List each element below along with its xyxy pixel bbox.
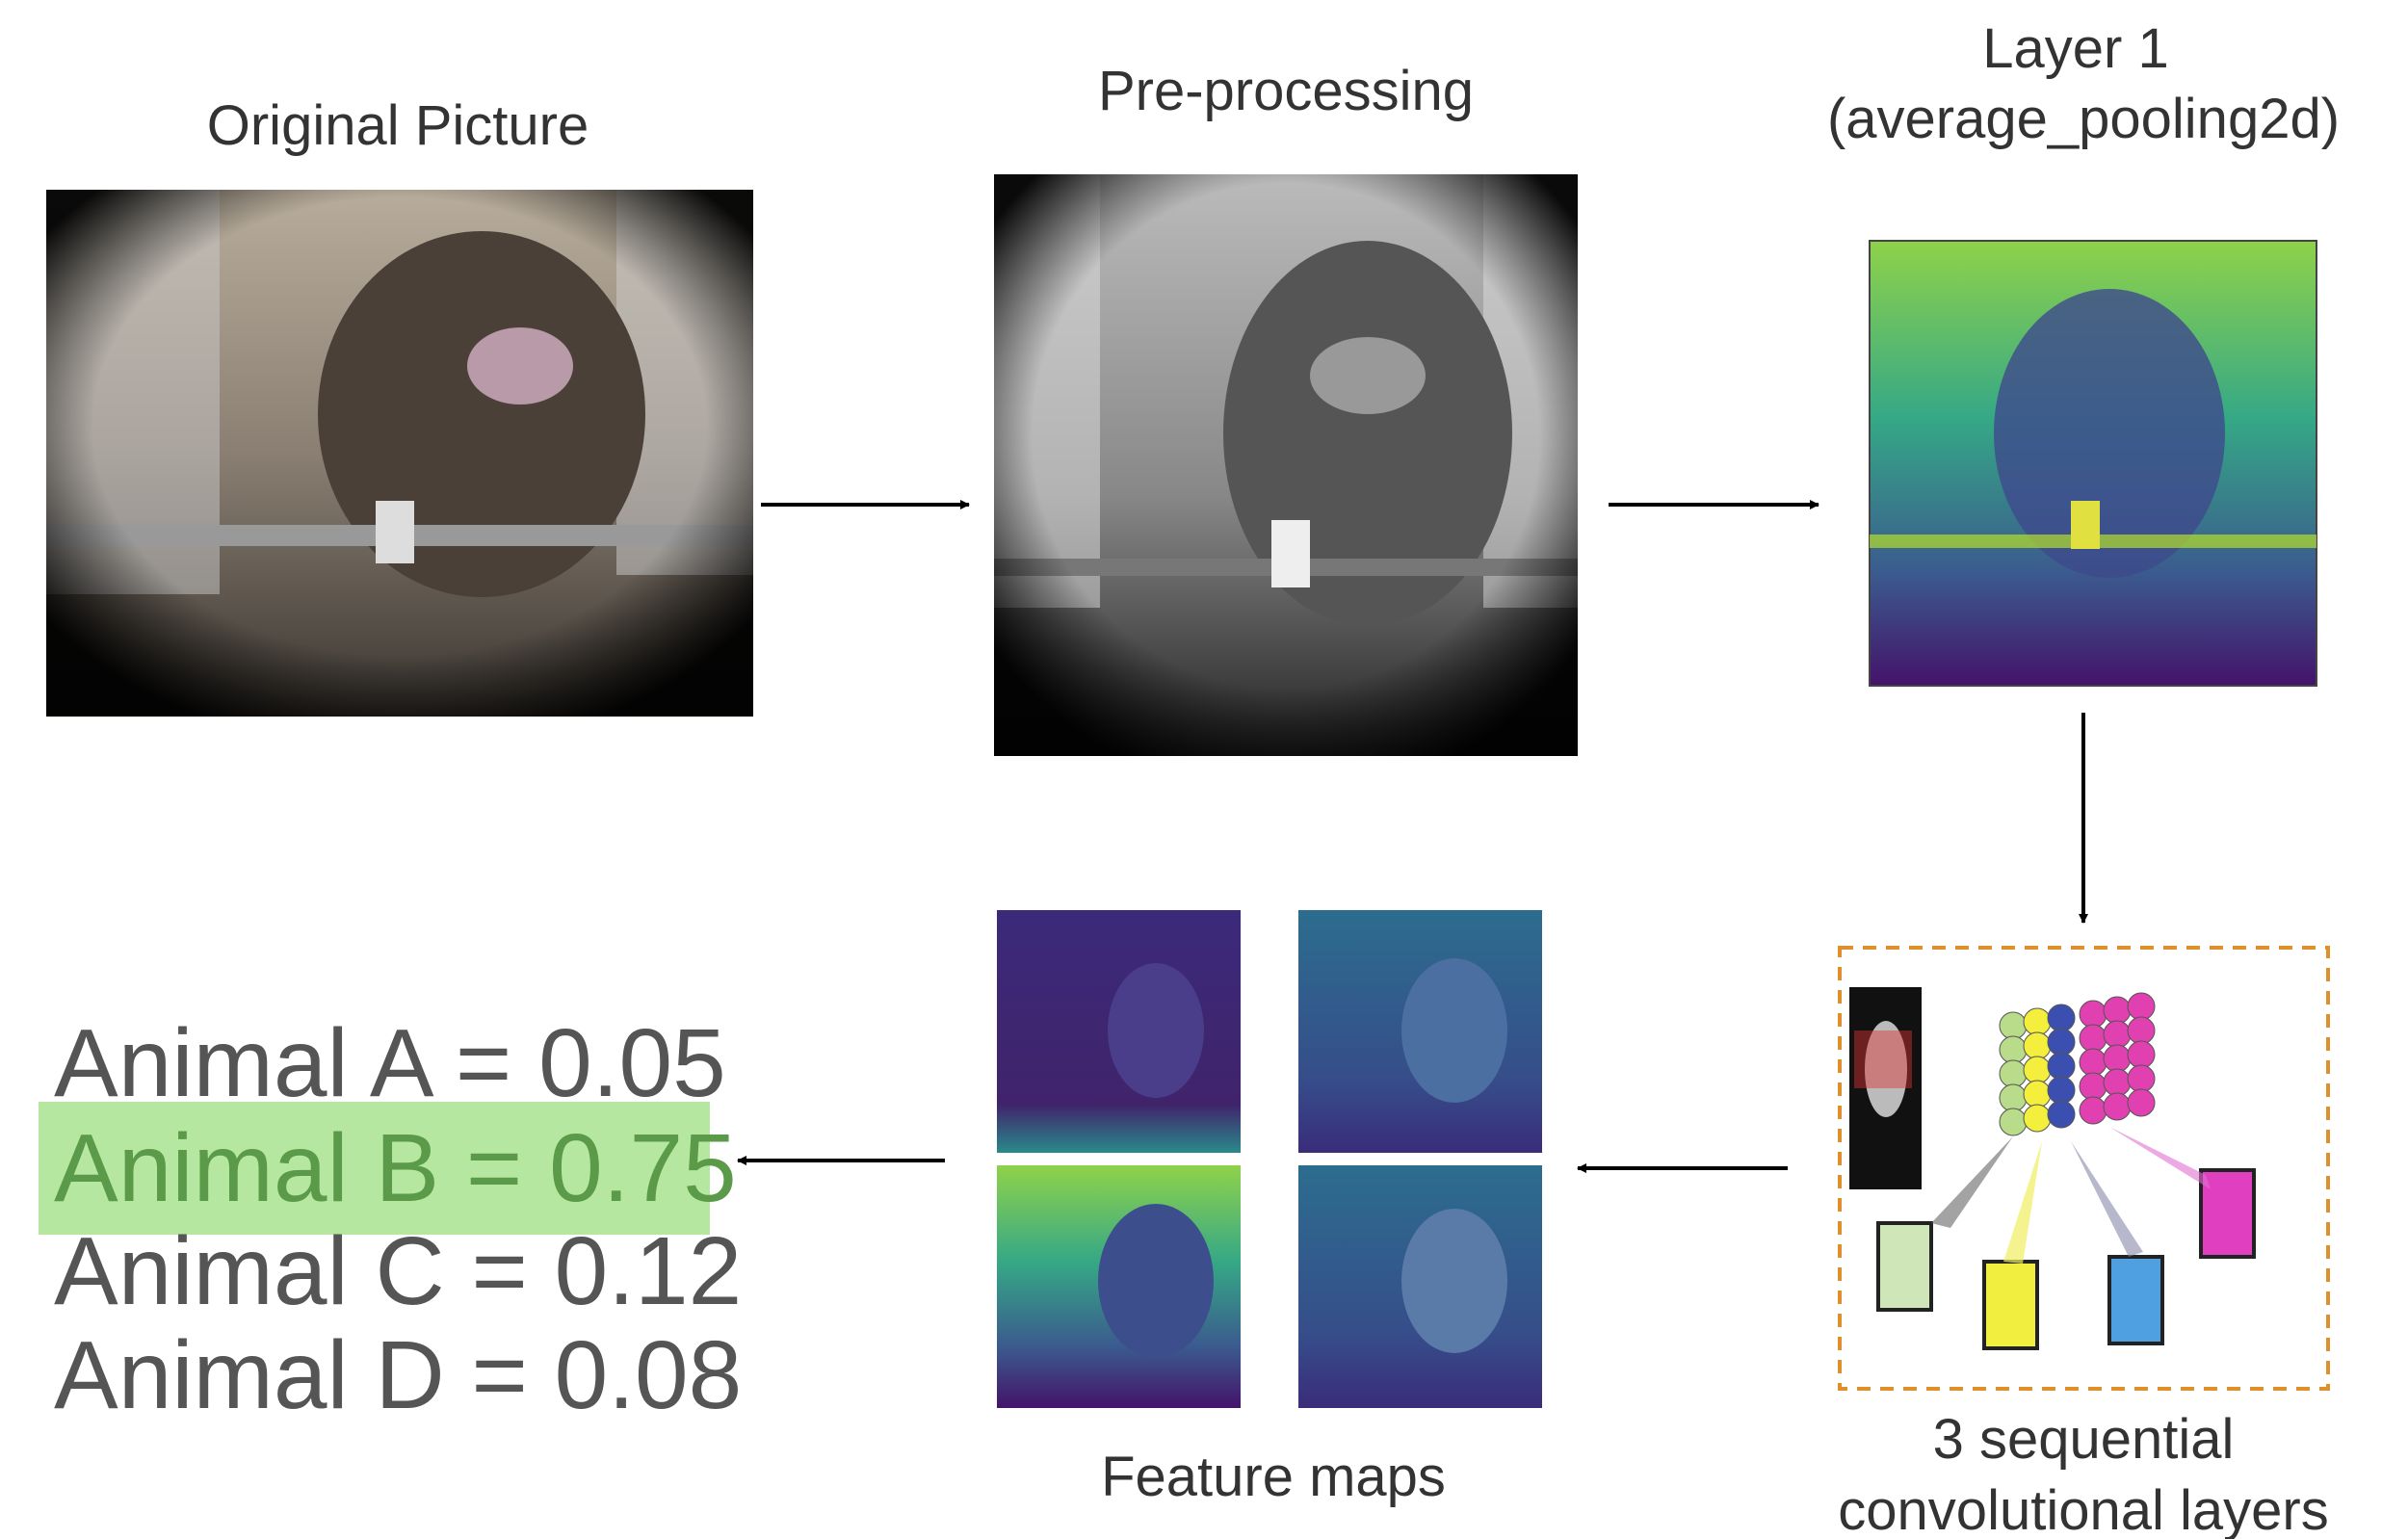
- highlight: [39, 1102, 710, 1235]
- sphere: [2023, 1031, 2052, 1060]
- title-layer1-sub: (average_pooling2d): [1827, 88, 2340, 150]
- sphere: [1999, 1108, 2028, 1136]
- sphere: [2079, 1072, 2107, 1101]
- sphere: [2023, 1080, 2052, 1109]
- result-highlighted: Animal B = 0.75: [54, 1114, 737, 1222]
- title-preprocessing: Pre-processing: [1098, 60, 1474, 122]
- sphere: [2127, 1064, 2156, 1093]
- sphere: [2103, 1092, 2132, 1121]
- sphere: [2127, 1016, 2156, 1045]
- sphere: [1999, 1059, 2028, 1088]
- feature-maps-label: Feature maps: [1101, 1446, 1446, 1508]
- sphere: [2047, 1076, 2076, 1105]
- sphere: [2047, 1028, 2076, 1056]
- conv-label: convolutional layers: [1838, 1479, 2328, 1539]
- sphere: [2079, 1024, 2107, 1053]
- sphere: [2079, 1000, 2107, 1029]
- sphere: [2023, 1104, 2052, 1133]
- title-layer1: Layer 1: [1982, 17, 2168, 80]
- conv-label: 3 sequential: [1933, 1408, 2235, 1471]
- sphere: [2127, 1088, 2156, 1117]
- preprocessed-picture: [994, 174, 1578, 756]
- sphere: [2047, 1004, 2076, 1032]
- conv-diagram: [1838, 946, 2330, 1391]
- layer1-picture: [1869, 240, 2317, 687]
- sphere: [2127, 1040, 2156, 1069]
- original-picture: [46, 190, 753, 717]
- sphere: [2103, 996, 2132, 1025]
- sphere: [1999, 1083, 2028, 1112]
- sphere: [1999, 1011, 2028, 1040]
- sphere: [1999, 1035, 2028, 1064]
- sphere: [2103, 1068, 2132, 1097]
- result: Animal D = 0.08: [54, 1321, 742, 1429]
- sphere: [2079, 1096, 2107, 1125]
- sphere: [2047, 1052, 2076, 1081]
- sphere: [2023, 1056, 2052, 1084]
- title-original: Original Picture: [207, 94, 589, 157]
- sphere: [2103, 1020, 2132, 1049]
- sphere: [2079, 1048, 2107, 1077]
- sphere: [2127, 992, 2156, 1021]
- result: Animal A = 0.05: [54, 1009, 726, 1117]
- sphere: [2023, 1007, 2052, 1036]
- sphere: [2103, 1044, 2132, 1073]
- sphere: [2047, 1100, 2076, 1129]
- feature-maps: [997, 910, 1542, 1408]
- result: Animal C = 0.12: [54, 1217, 742, 1325]
